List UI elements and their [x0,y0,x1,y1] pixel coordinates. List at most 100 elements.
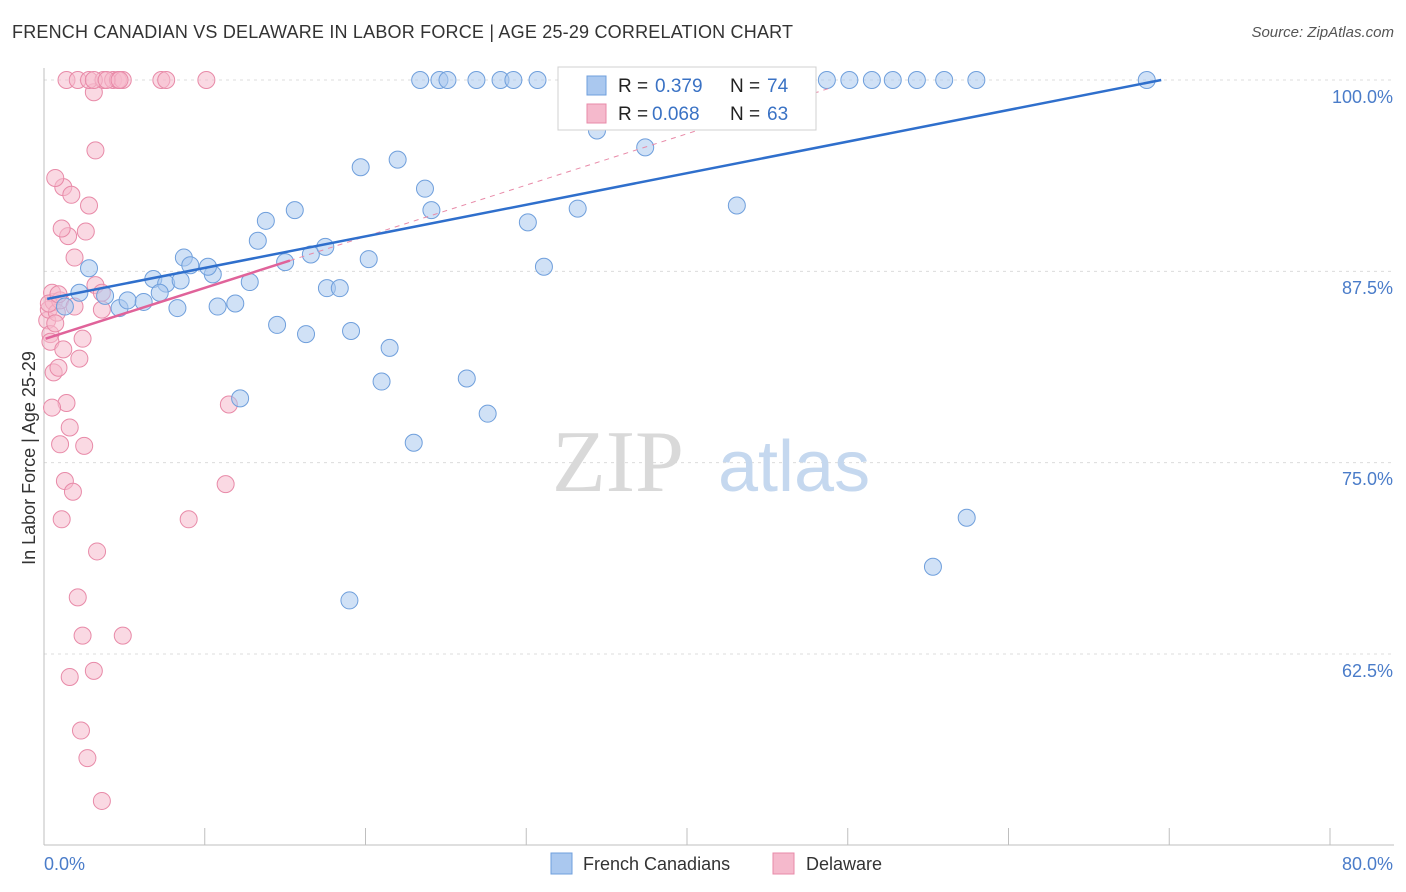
delaware-point-7 [46,314,65,333]
delaware-point-50 [71,721,90,740]
delaware-point-13 [43,398,62,417]
y-tick-label-62-5: 62.5% [1342,661,1393,681]
french-canadian-point-10 [150,283,169,302]
delaware-point-52 [92,791,111,810]
legend-r-value-blue: 0.379 [655,76,703,97]
french-canadian-point-47 [518,213,537,232]
french-canadian-point-43 [467,71,486,89]
x-tick-label-min: 0.0% [44,854,85,874]
watermark-zip: ZIP [552,414,684,511]
french-canadian-point-69 [935,71,954,89]
delaware-point-9 [54,340,73,359]
delaware-point-18 [52,510,71,529]
french-canadian-point-36 [404,433,423,452]
delaware-point-44 [88,542,107,561]
bottom-legend-label-french-canadians: French Canadians [583,854,730,874]
legend-swatch-pink [586,103,607,124]
legend-n-label-pink: N = [730,104,760,125]
french-canadian-points [55,71,1156,610]
french-canadian-point-30 [342,322,361,341]
chart-source: Source: ZipAtlas.com [1251,24,1394,41]
x-tick-label-max: 80.0% [1342,854,1393,874]
y-tick-label-87-5: 87.5% [1342,278,1393,298]
french-canadian-point-5 [118,291,137,310]
y-tick-label-100: 100.0% [1332,87,1393,107]
french-canadian-point-41 [438,71,457,89]
french-canadian-point-75 [340,591,359,610]
french-canadian-point-38 [422,201,441,220]
legend-r-value-pink: 0.068 [652,104,700,125]
delaware-point-26 [52,219,71,238]
delaware-point-54 [216,475,235,494]
french-canadian-point-26 [285,201,304,220]
legend-r-label-pink: R = [618,104,648,125]
delaware-point-53 [179,510,198,529]
french-canadian-point-20 [248,231,267,250]
legend-n-value-blue: 74 [767,76,789,97]
bottom-legend-label-delaware: Delaware [806,854,882,874]
french-canadian-point-17 [226,294,245,313]
x-axis-ticks [204,828,1331,845]
bottom-legend-swatch-french-canadians [550,852,573,875]
legend-swatch-blue [586,75,607,96]
french-canadian-point-32 [359,250,378,269]
delaware-point-11 [49,358,68,377]
delaware-point-25 [65,248,84,267]
bottom-legend: French Canadians Delaware [550,852,882,875]
french-canadian-point-27 [316,237,335,256]
french-canadian-point-29 [330,279,349,298]
delaware-point-19 [75,436,94,455]
french-canadian-point-0 [55,297,74,316]
french-canadian-point-46 [504,71,523,89]
french-canadian-point-67 [883,71,902,89]
delaware-point-31 [80,196,99,215]
delaware-point-51 [78,749,97,768]
bottom-legend-swatch-delaware [772,852,795,875]
french-canadian-point-39 [411,71,430,89]
legend-box: R = 0.379 N = 74 R = 0.068 N = 63 [557,66,817,131]
chart-title: FRENCH CANADIAN VS DELAWARE IN LABOR FOR… [12,22,794,42]
delaware-point-45 [68,588,87,607]
legend-r-label-blue: R = [618,76,648,97]
french-canadian-point-33 [372,372,391,391]
delaware-point-32 [86,141,105,160]
french-canadian-point-2 [80,259,99,278]
french-canadian-point-71 [727,196,746,215]
delaware-point-15 [51,435,70,454]
delaware-point-14 [60,418,79,437]
french-canadian-point-76 [923,557,942,576]
french-canadian-point-64 [817,71,836,89]
french-canadian-point-77 [957,508,976,527]
french-canadian-point-24 [297,325,316,344]
delaware-point-49 [113,626,132,645]
french-canadian-point-65 [840,71,859,89]
delaware-trend-line [45,259,291,340]
french-canadian-point-22 [256,211,275,230]
delaware-point-46 [73,626,92,645]
delaware-point-48 [84,661,103,680]
delaware-points [38,71,238,810]
french-canadian-point-48 [534,257,553,276]
french-canadian-point-18 [231,389,250,408]
delaware-point-42 [157,71,176,89]
delaware-point-29 [46,168,65,187]
french-canadian-trend-line [46,78,1162,301]
delaware-point-30 [62,185,81,204]
french-canadian-point-49 [528,71,547,89]
french-canadian-point-15 [208,297,227,316]
delaware-point-20 [70,349,89,368]
french-canadian-point-68 [907,71,926,89]
french-canadian-point-34 [380,338,399,357]
y-axis-title: In Labor Force | Age 25-29 [19,351,39,565]
french-canadian-point-73 [568,199,587,218]
legend-n-value-pink: 63 [767,104,788,125]
watermark-atlas: atlas [718,427,870,507]
french-canadian-point-78 [1137,71,1156,89]
french-canadian-point-42 [457,369,476,388]
french-canadian-point-21 [268,315,287,334]
delaware-point-43 [197,71,216,89]
french-canadian-point-44 [478,404,497,423]
y-tick-label-75: 75.0% [1342,469,1393,489]
french-canadian-point-35 [388,150,407,169]
